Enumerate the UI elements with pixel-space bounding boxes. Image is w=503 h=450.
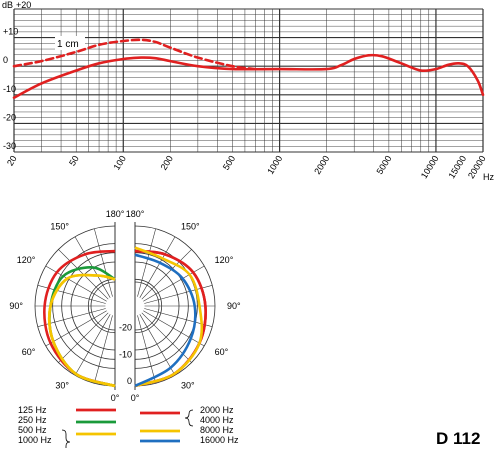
distance-annotation-box xyxy=(55,36,85,50)
polar-pattern-chart: 0° 0° 30° 30° 60° 60° 90° 90° 120° 120° 150° 150° 18… xyxy=(9,209,241,403)
frequency-tick-label: 1000 xyxy=(265,154,284,176)
db-tick-label: -20 xyxy=(3,112,16,122)
frequency-tick-label: 15000 xyxy=(446,154,468,181)
polar-spoke xyxy=(141,249,192,300)
legend-label: 4000 Hz xyxy=(200,415,234,425)
frequency-tick-label: 50 xyxy=(67,154,81,168)
legend-label: 2000 Hz xyxy=(200,405,234,415)
polar-spoke xyxy=(94,315,113,384)
polar-spoke xyxy=(74,314,111,376)
polar-angle-label: 90° xyxy=(9,301,23,311)
response-line xyxy=(12,53,485,99)
polar-level-label: 0 xyxy=(127,376,132,386)
polar-curve xyxy=(134,246,204,388)
polar-angle-label: 30° xyxy=(55,381,69,391)
response-curves xyxy=(12,38,485,99)
polar-angle-label: 150° xyxy=(181,221,200,231)
db-tick-label: -10 xyxy=(3,84,16,94)
near-field-response-line xyxy=(12,38,257,71)
polar-spoke xyxy=(58,312,109,363)
polar-spoke xyxy=(45,310,107,347)
legend-label: 500 Hz xyxy=(18,425,47,435)
db-tick-label: +10 xyxy=(3,27,18,37)
frequency-response-chart: +20 +10 0 -10 -20 -30 20 50 100 200 500 1000 2000 50… xyxy=(2,0,494,182)
polar-angle-label: 180° xyxy=(126,209,145,219)
frequency-tick-label: 10000 xyxy=(419,154,441,181)
polar-angle-label: 30° xyxy=(181,381,195,391)
polar-labels: 0° 0° 30° 30° 60° 60° 90° 90° 120° 120° 150° 150° 18… xyxy=(9,209,241,403)
legend-label: 125 Hz xyxy=(18,405,47,415)
polar-level-label: -20 xyxy=(119,323,132,333)
model-name: D 112 xyxy=(436,429,480,448)
frequency-tick-label: 500 xyxy=(221,154,237,172)
distance-annotation: 1 cm xyxy=(55,36,85,50)
polar-angle-label: 0° xyxy=(131,393,140,403)
polar-curve xyxy=(134,253,197,388)
polar-angle-label: 60° xyxy=(22,347,36,357)
polar-spoke xyxy=(141,312,192,363)
db-tick-label: -30 xyxy=(3,141,16,151)
polar-angle-label: 60° xyxy=(215,347,229,357)
polar-angle-label: 90° xyxy=(227,301,241,311)
polar-angle-label: 120° xyxy=(215,255,234,265)
db-tick-label: 0 xyxy=(3,55,8,65)
polar-angle-label: 180° xyxy=(106,209,125,219)
frequency-tick-label: 5000 xyxy=(374,154,393,176)
legend-label: 8000 Hz xyxy=(200,425,234,435)
polar-spoke xyxy=(139,314,176,376)
polar-angle-label: 120° xyxy=(17,255,36,265)
frequency-tick-label: 20 xyxy=(5,154,19,168)
frequency-tick-label: 2000 xyxy=(312,154,331,176)
polar-spoke xyxy=(143,310,205,347)
legend-brace xyxy=(184,409,194,427)
polar-spoke xyxy=(137,315,156,384)
frequency-tick-label: 100 xyxy=(112,154,128,172)
polar-angle-label: 150° xyxy=(50,221,69,231)
legend-label: 1000 Hz xyxy=(18,435,52,445)
polar-angle-label: 0° xyxy=(111,393,120,403)
polar-curves xyxy=(43,246,207,388)
polar-spoke xyxy=(137,228,156,297)
polar-level-label: -10 xyxy=(119,349,132,359)
distance-annotation-label: 1 cm xyxy=(57,39,79,50)
polar-grid xyxy=(34,222,216,390)
hz-unit-label: Hz xyxy=(483,172,494,182)
frequency-tick-label: 200 xyxy=(159,154,175,172)
legend-brace xyxy=(61,429,71,448)
polar-curve xyxy=(47,273,116,388)
frequency-grid xyxy=(13,8,484,153)
legend-label: 16000 Hz xyxy=(200,435,239,445)
db-tick-label: +20 xyxy=(16,0,31,10)
db-axis: +20 +10 0 -10 -20 -30 xyxy=(3,0,31,151)
polar-spoke xyxy=(94,228,113,297)
legend-label: 250 Hz xyxy=(18,415,47,425)
polar-spoke xyxy=(139,236,176,298)
db-unit-label: dB xyxy=(2,0,13,10)
